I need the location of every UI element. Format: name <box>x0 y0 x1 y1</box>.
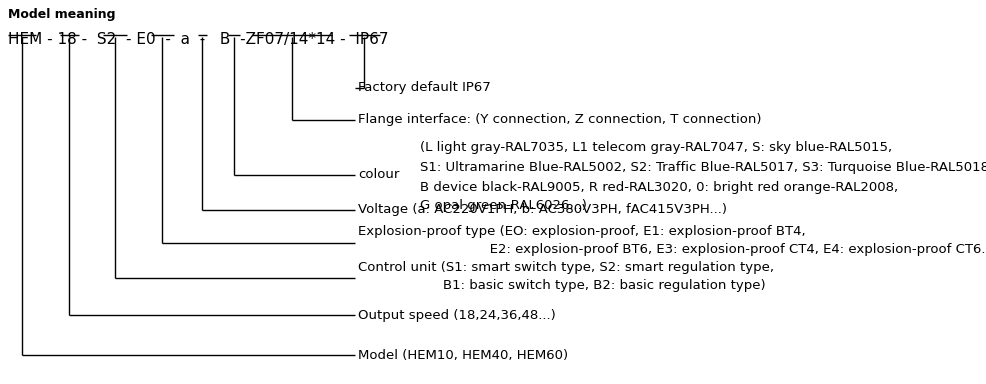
Text: (L light gray-RAL7035, L1 telecom gray-RAL7047, S: sky blue-RAL5015,: (L light gray-RAL7035, L1 telecom gray-R… <box>420 141 892 154</box>
Text: G opal green-RAL6026...): G opal green-RAL6026...) <box>420 200 587 212</box>
Text: Model (HEM10, HEM40, HEM60): Model (HEM10, HEM40, HEM60) <box>358 349 568 361</box>
Text: Flange interface: (Y connection, Z connection, T connection): Flange interface: (Y connection, Z conne… <box>358 114 761 126</box>
Text: Model meaning: Model meaning <box>8 8 115 21</box>
Text: B device black-RAL9005, R red-RAL3020, 0: bright red orange-RAL2008,: B device black-RAL9005, R red-RAL3020, 0… <box>420 180 898 194</box>
Text: Output speed (18,24,36,48...): Output speed (18,24,36,48...) <box>358 308 556 321</box>
Text: Explosion-proof type (EO: explosion-proof, E1: explosion-proof BT4,: Explosion-proof type (EO: explosion-proo… <box>358 225 806 237</box>
Text: Factory default IP67: Factory default IP67 <box>358 81 491 94</box>
Text: B1: basic switch type, B2: basic regulation type): B1: basic switch type, B2: basic regulat… <box>358 278 765 291</box>
Text: E2: explosion-proof BT6, E3: explosion-proof CT4, E4: explosion-proof CT6...): E2: explosion-proof BT6, E3: explosion-p… <box>358 243 986 255</box>
Text: S1: Ultramarine Blue-RAL5002, S2: Traffic Blue-RAL5017, S3: Turquoise Blue-RAL50: S1: Ultramarine Blue-RAL5002, S2: Traffi… <box>420 162 986 174</box>
Text: colour: colour <box>358 169 399 182</box>
Text: Control unit (S1: smart switch type, S2: smart regulation type,: Control unit (S1: smart switch type, S2:… <box>358 260 774 273</box>
Text: Voltage (a: AC220V1PH, b: AC380V3PH, fAC415V3PH...): Voltage (a: AC220V1PH, b: AC380V3PH, fAC… <box>358 204 727 217</box>
Text: HEM - 18 -  S2  - E0  -  a  -   B  -ZF07/14*14 -  IP67: HEM - 18 - S2 - E0 - a - B -ZF07/14*14 -… <box>8 32 388 47</box>
